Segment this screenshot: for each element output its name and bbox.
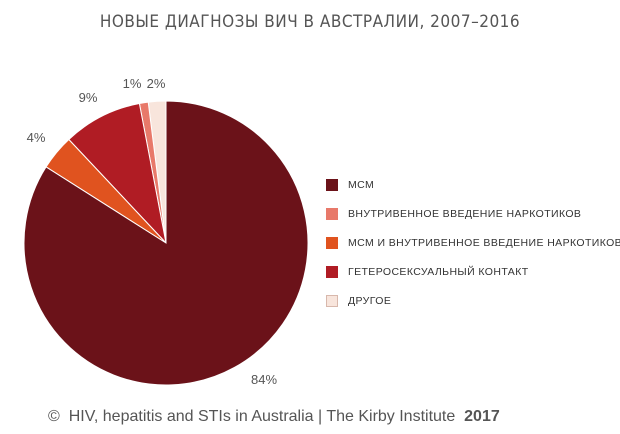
legend-swatch bbox=[326, 236, 338, 249]
pie-slice-label: 2% bbox=[147, 76, 166, 91]
legend-swatch bbox=[326, 265, 338, 278]
pie-slice bbox=[68, 102, 167, 245]
legend-swatch bbox=[326, 207, 338, 220]
pie-slice-label: 4% bbox=[27, 130, 46, 145]
legend-swatch bbox=[326, 178, 338, 191]
pie-slice-label: 84% bbox=[251, 372, 277, 387]
legend-swatch bbox=[326, 294, 338, 307]
legend-label: МСМ bbox=[348, 178, 375, 191]
legend-item-msm: МСМ bbox=[326, 170, 620, 199]
legend-item-heterosexual: ГЕТЕРОСЕКСУАЛЬНЫЙ КОНТАКТ bbox=[326, 257, 620, 286]
pie-chart: 2% 1% 9% 4% 84% bbox=[23, 76, 309, 387]
source-footer: © HIV, hepatitis and STIs in Australia |… bbox=[48, 408, 500, 426]
legend-item-iv-drugs: ВНУТРИВЕННОЕ ВВЕДЕНИЕ НАРКОТИКОВ bbox=[326, 199, 620, 228]
legend-item-other: ДРУГОЕ bbox=[326, 286, 620, 315]
source-year: 2017 bbox=[464, 408, 500, 425]
legend-label: ГЕТЕРОСЕКСУАЛЬНЫЙ КОНТАКТ bbox=[348, 265, 529, 278]
chart-title: НОВЫЕ ДИАГНОЗЫ ВИЧ В АВСТРАЛИИ, 2007–201… bbox=[99, 12, 521, 32]
pie-slice bbox=[23, 100, 309, 386]
legend-label: ВНУТРИВЕННОЕ ВВЕДЕНИЕ НАРКОТИКОВ bbox=[348, 207, 582, 220]
legend-label: ДРУГОЕ bbox=[348, 294, 392, 307]
legend-label: МСМ И ВНУТРИВЕННОЕ ВВЕДЕНИЕ НАРКОТИКОВ bbox=[348, 236, 620, 249]
source-text: HIV, hepatitis and STIs in Australia | T… bbox=[68, 408, 456, 425]
legend-item-msm-iv-drugs: МСМ И ВНУТРИВЕННОЕ ВВЕДЕНИЕ НАРКОТИКОВ bbox=[326, 228, 620, 257]
chart-legend: МСМ ВНУТРИВЕННОЕ ВВЕДЕНИЕ НАРКОТИКОВ МСМ… bbox=[326, 170, 620, 315]
copyright-icon: © bbox=[48, 408, 60, 425]
pie-slice-label: 1% bbox=[123, 76, 142, 91]
pie-slice-label: 9% bbox=[79, 90, 98, 105]
